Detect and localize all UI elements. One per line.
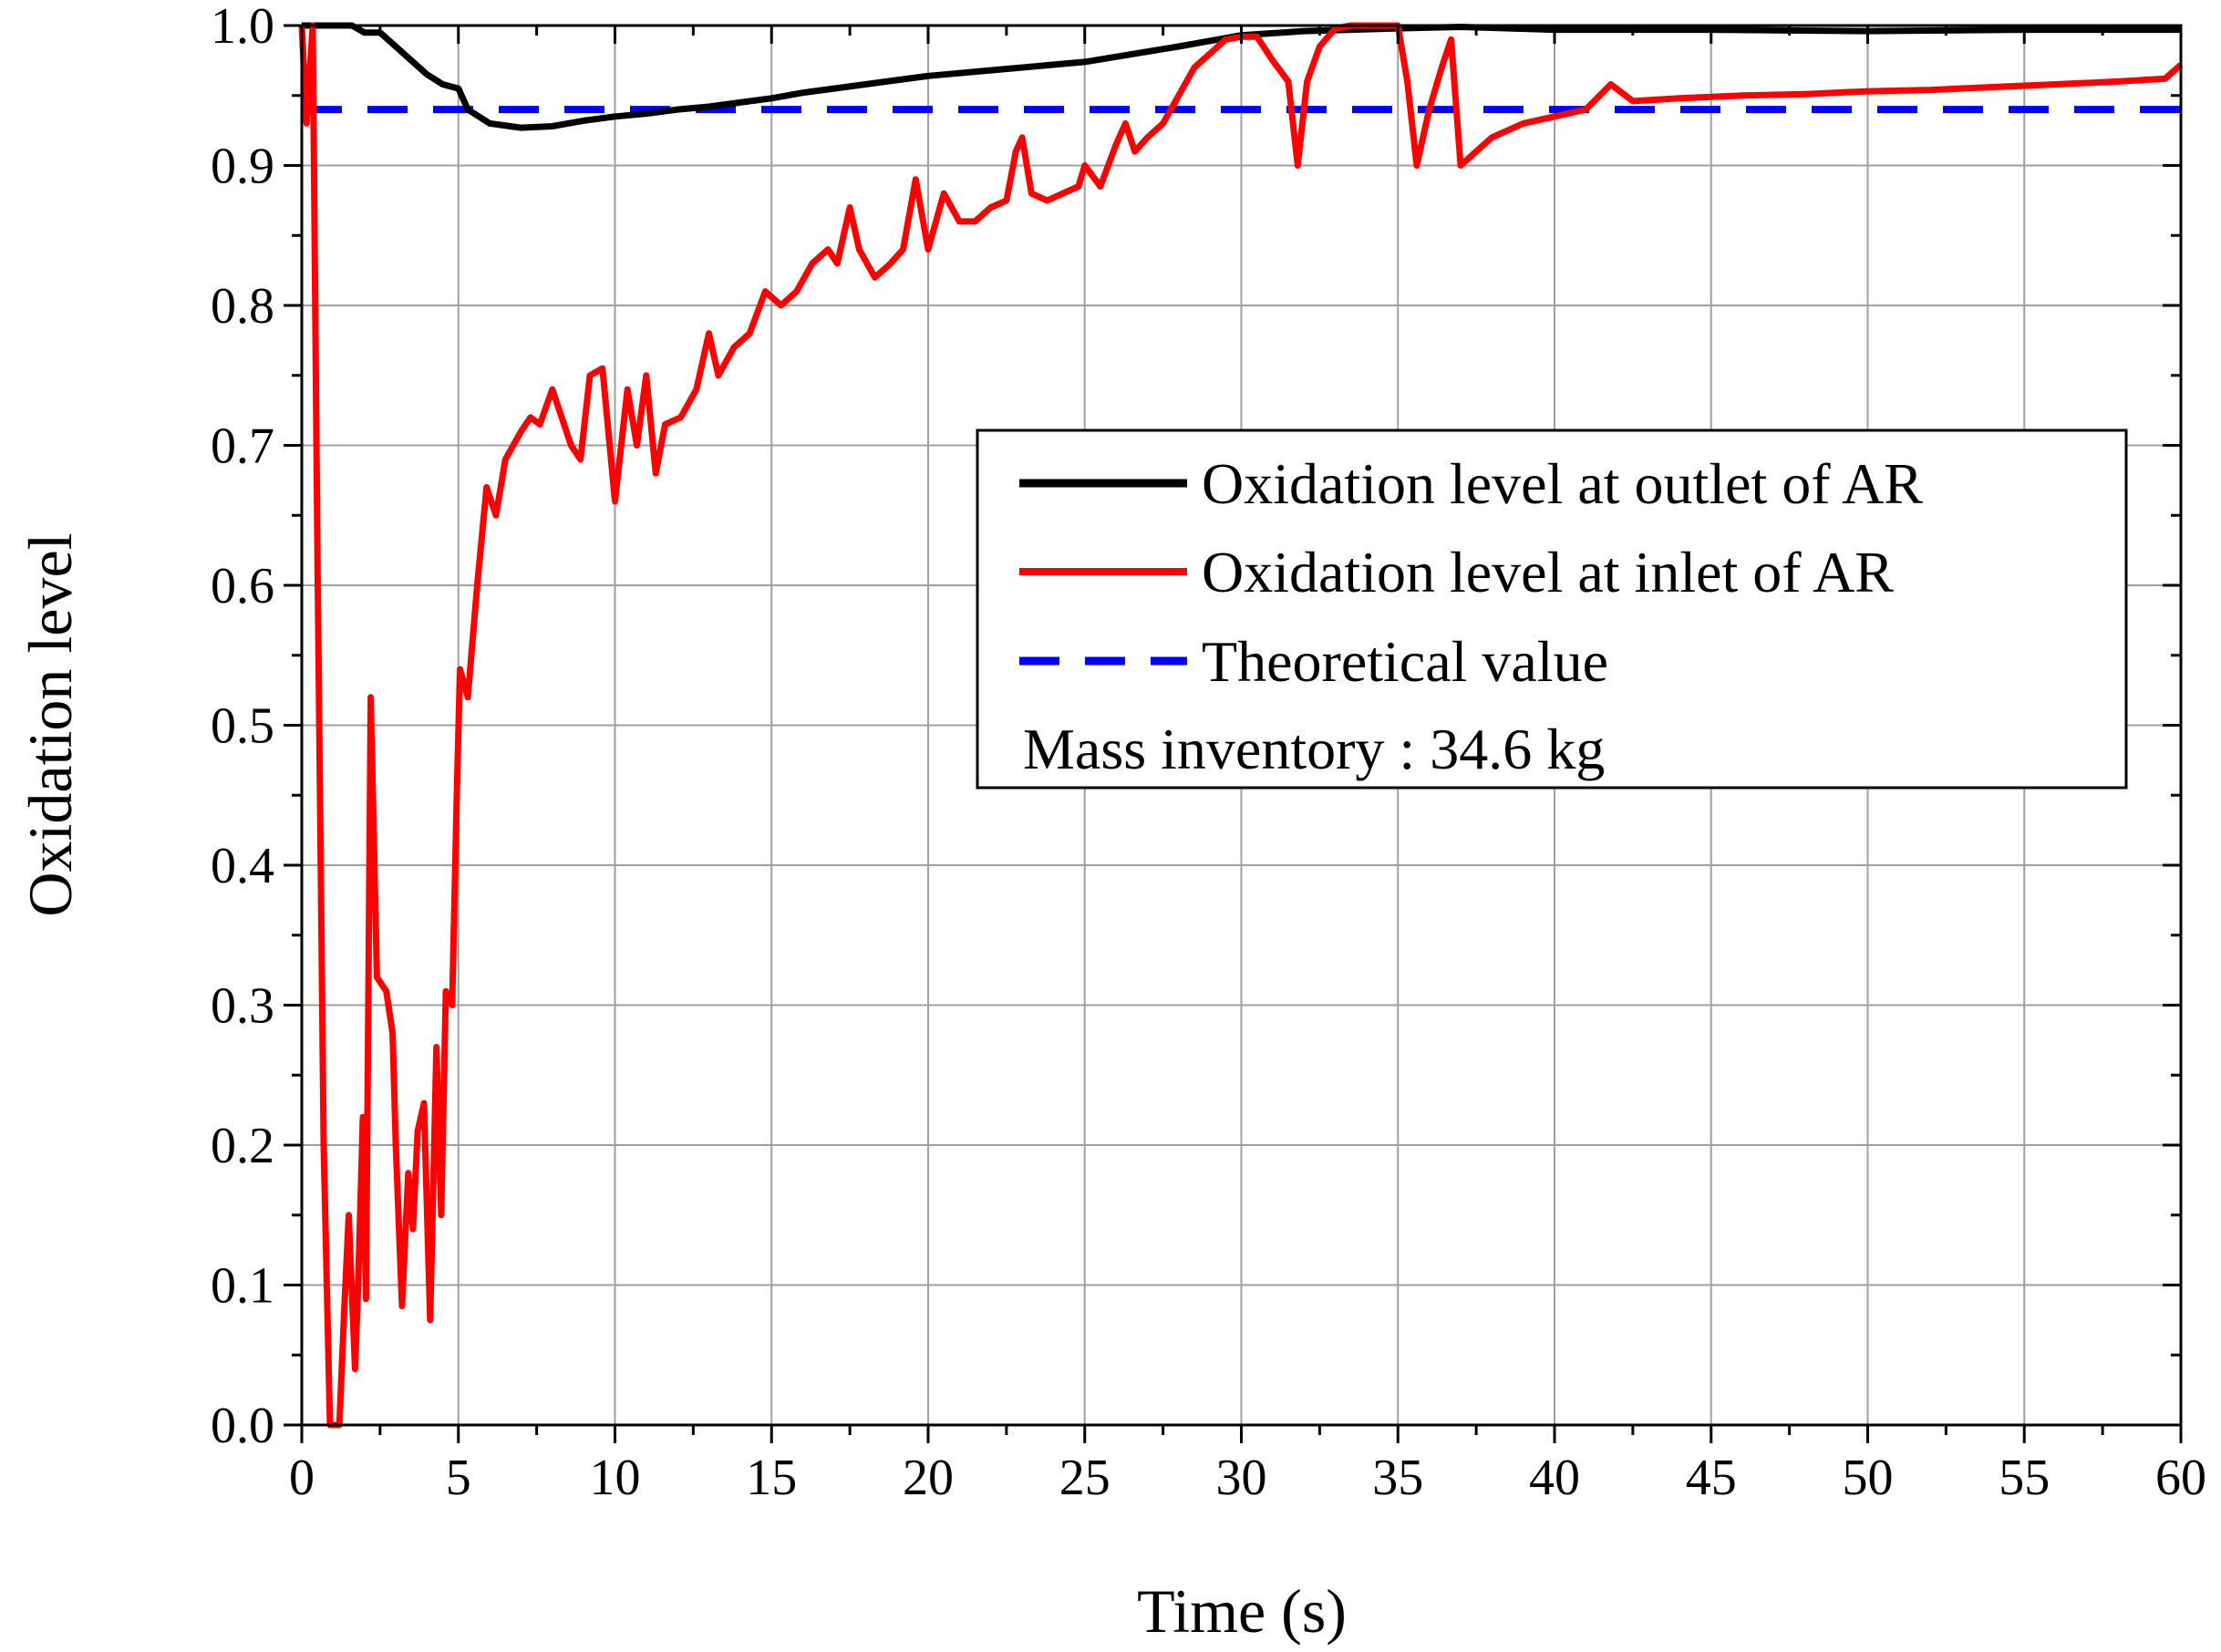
axis-ticks — [284, 24, 2183, 1443]
y-tick-label: 0.1 — [211, 1258, 274, 1315]
x-tick-label: 50 — [1843, 1450, 1894, 1506]
x-tick-label: 5 — [446, 1450, 471, 1506]
series-line-outlet — [302, 22, 2181, 131]
x-tick-label: 20 — [903, 1450, 954, 1506]
legend-box — [976, 428, 2128, 790]
x-tick-label: 45 — [1686, 1450, 1737, 1506]
y-axis-title: Oxidation level — [15, 532, 85, 916]
x-tick-label: 35 — [1372, 1450, 1423, 1506]
legend-label-theoretical: Theoretical value — [1202, 629, 1608, 694]
y-tick-label: 1.0 — [211, 0, 274, 55]
y-tick-label: 0.6 — [211, 558, 274, 614]
x-tick-label: 0 — [289, 1450, 315, 1506]
series-lines — [298, 22, 2184, 1429]
x-tick-label: 30 — [1216, 1450, 1267, 1506]
x-tick-label: 60 — [2155, 1450, 2206, 1506]
y-tick-label: 0.4 — [211, 838, 274, 894]
y-tick-label: 0.3 — [211, 978, 274, 1035]
y-tick-labels: 0.0 0.1 0.2 0.3 0.4 0.5 0.6 0.7 0.8 0.9 1.0 — [211, 0, 274, 1454]
x-tick-label: 40 — [1529, 1450, 1580, 1506]
x-tick-label: 15 — [746, 1450, 797, 1506]
x-tick-labels: 0 5 10 15 20 25 30 35 40 45 50 55 60 — [289, 1450, 2206, 1506]
legend-label-inlet: Oxidation level at inlet of AR — [1202, 540, 1894, 604]
x-axis-title: Time (s) — [1137, 1576, 1347, 1646]
legend-label-outlet: Oxidation level at outlet of AR — [1202, 451, 1923, 516]
y-tick-label: 0.0 — [211, 1398, 274, 1454]
y-tick-label: 0.8 — [211, 278, 274, 335]
y-tick-label: 0.5 — [211, 698, 274, 755]
y-tick-label: 0.2 — [211, 1118, 274, 1174]
x-tick-label: 25 — [1059, 1450, 1110, 1506]
legend-note-mass-inventory: Mass inventory : 34.6 kg — [1023, 717, 1605, 781]
series-line-inlet — [298, 22, 2184, 1429]
y-tick-label: 0.9 — [211, 139, 274, 195]
y-tick-label: 0.7 — [211, 418, 274, 475]
x-tick-label: 55 — [1999, 1450, 2050, 1506]
legend: Oxidation level at outlet of AR Oxidatio… — [976, 428, 2128, 790]
x-tick-label: 10 — [590, 1450, 641, 1506]
